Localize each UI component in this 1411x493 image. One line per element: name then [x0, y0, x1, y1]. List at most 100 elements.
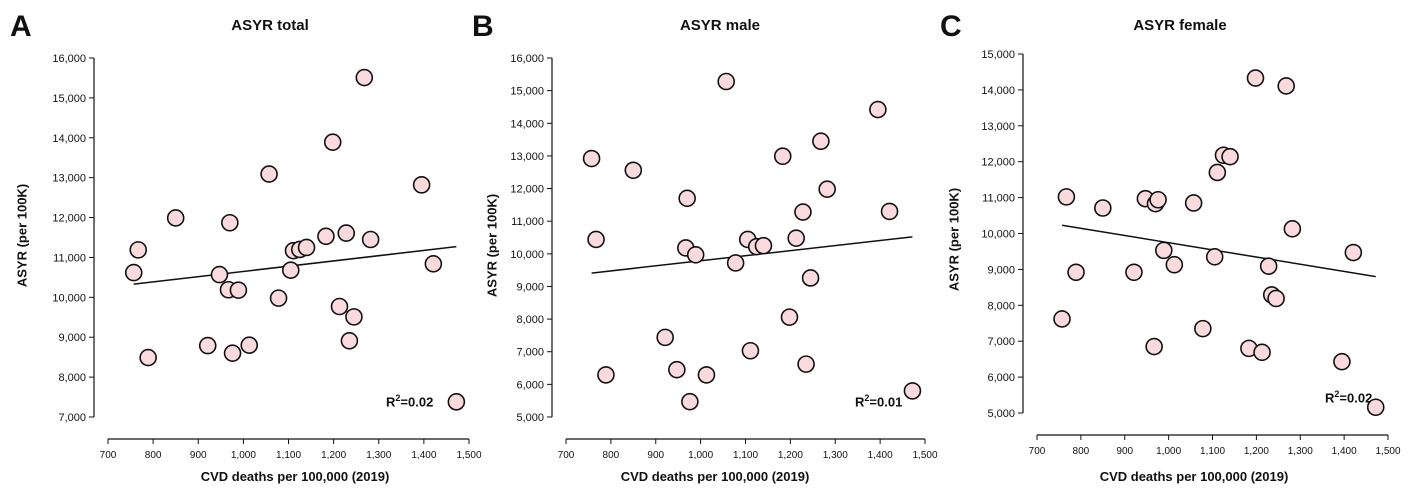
data-point — [1208, 163, 1227, 182]
y-tick-label: 12,000 — [510, 184, 544, 196]
data-point — [1154, 241, 1173, 260]
data-point — [1283, 220, 1302, 238]
y-tick-label: 5,000 — [516, 412, 544, 424]
data-point — [340, 332, 359, 350]
data-point — [780, 308, 799, 326]
data-point — [1145, 337, 1163, 356]
x-tick-label: 800 — [1073, 446, 1090, 457]
panel-letter-a: A — [10, 10, 32, 43]
data-point — [317, 227, 335, 246]
data-point — [754, 236, 773, 255]
y-tick-label: 9,000 — [58, 332, 86, 344]
r-squared-label-c: R2=0.02 — [1325, 389, 1372, 405]
y-tick-label: 6,000 — [987, 372, 1015, 384]
x-tick-label: 700 — [558, 450, 575, 461]
y-tick-label: 15,000 — [52, 93, 86, 105]
y-tick-label: 7,000 — [516, 347, 544, 359]
scatter-plot-c: 5,000 6,000 7,000 8,000 9,000 10,000 11,000 12,… — [981, 49, 1401, 457]
r2-letter: R — [1325, 390, 1335, 406]
data-point — [323, 133, 342, 151]
y-tick-label: 16,000 — [52, 53, 86, 65]
data-point — [903, 382, 922, 400]
y-tick-label: 12,000 — [52, 213, 86, 225]
y-tick-label: 13,000 — [52, 173, 86, 185]
r2-superscript: 2 — [395, 393, 401, 403]
x-tick-label: 1,400 — [411, 450, 436, 461]
y-tick-label: 5,000 — [987, 408, 1015, 420]
y-tick-label: 8,000 — [987, 300, 1015, 312]
data-point — [166, 209, 185, 227]
data-point — [355, 68, 374, 87]
data-point — [330, 297, 349, 316]
chart-panel-a: A ASYR total ASYR (per 100K) CVD deaths … — [0, 0, 482, 493]
data-point — [678, 189, 696, 208]
r2-value: =0.01 — [869, 394, 903, 410]
chart-title-c: ASYR female — [1133, 17, 1227, 34]
y-tick-label: 6,000 — [516, 379, 544, 391]
data-point — [1165, 255, 1184, 274]
y-tick-label: 13,000 — [510, 151, 544, 163]
x-tick-label: 1,500 — [912, 450, 937, 461]
x-tick-label: 1,300 — [366, 450, 391, 461]
x-tick-label: 900 — [647, 450, 664, 461]
r2-value: =0.02 — [1339, 390, 1373, 406]
x-axis-label-c: CVD deaths per 100,000 (2019) — [1099, 469, 1289, 484]
data-point — [345, 308, 363, 326]
r2-superscript: 2 — [864, 393, 870, 403]
data-point — [1094, 199, 1112, 217]
data-point — [1125, 263, 1143, 282]
x-tick-label: 1,100 — [1200, 446, 1225, 457]
x-tick-label: 1,400 — [1332, 446, 1357, 457]
x-tick-label: 1,500 — [456, 450, 481, 461]
data-point — [582, 149, 601, 168]
data-point — [129, 241, 148, 259]
x-tick-label: 1,000 — [688, 450, 713, 461]
y-tick-label: 10,000 — [981, 229, 1015, 241]
x-tick-label: 900 — [1116, 446, 1133, 457]
data-point — [656, 328, 674, 347]
y-tick-label: 11,000 — [53, 252, 86, 264]
y-tick-label: 16,000 — [510, 53, 544, 65]
x-tick-label: 1,100 — [276, 450, 301, 461]
panel-letter-b: B — [472, 10, 494, 43]
data-point — [1205, 248, 1224, 266]
y-tick-label: 9,000 — [516, 281, 544, 293]
data-point — [681, 392, 699, 411]
trend-line — [591, 236, 913, 274]
data-point — [1277, 77, 1296, 95]
data-point — [597, 366, 615, 384]
x-tick-label: 1,200 — [1244, 446, 1269, 457]
y-tick-label: 11,000 — [982, 193, 1015, 205]
r-squared-label-b: R2=0.01 — [855, 393, 902, 409]
y-tick-label: 10,000 — [510, 249, 544, 261]
data-point — [726, 254, 745, 272]
scatter-plot-b: 5,000 6,000 7,000 8,000 9,000 10,000 11,000 12,… — [510, 53, 938, 461]
chart-title-a: ASYR total — [231, 17, 309, 34]
x-axis-label-b: CVD deaths per 100,000 (2019) — [620, 469, 810, 484]
data-point — [1184, 194, 1203, 212]
data-point — [1259, 257, 1278, 275]
x-tick-label: 1,500 — [1375, 446, 1400, 457]
r2-letter: R — [386, 394, 396, 410]
x-tick-label: 900 — [190, 450, 207, 461]
x-axis-label-a: CVD deaths per 100,000 (2019) — [200, 469, 390, 484]
r-squared-label-a: R2=0.02 — [386, 393, 433, 409]
data-point — [812, 132, 830, 151]
data-point — [624, 161, 643, 180]
y-tick-label: 13,000 — [981, 121, 1015, 133]
y-tick-label: 11,000 — [511, 216, 544, 228]
data-point — [221, 213, 239, 232]
scatter-plot-a: 7,000 8,000 9,000 10,000 11,000 12,000 13,000 1… — [52, 53, 482, 461]
data-point — [1149, 190, 1167, 209]
data-point — [869, 100, 887, 119]
x-tick-label: 700 — [100, 450, 117, 461]
data-point — [797, 355, 815, 373]
x-tick-label: 1,000 — [231, 450, 256, 461]
data-point — [412, 176, 431, 194]
data-point — [773, 147, 792, 166]
x-tick-label: 700 — [1029, 446, 1046, 457]
data-point — [297, 238, 316, 257]
data-point — [787, 229, 806, 247]
data-point — [1267, 289, 1285, 308]
data-point — [1221, 147, 1239, 166]
